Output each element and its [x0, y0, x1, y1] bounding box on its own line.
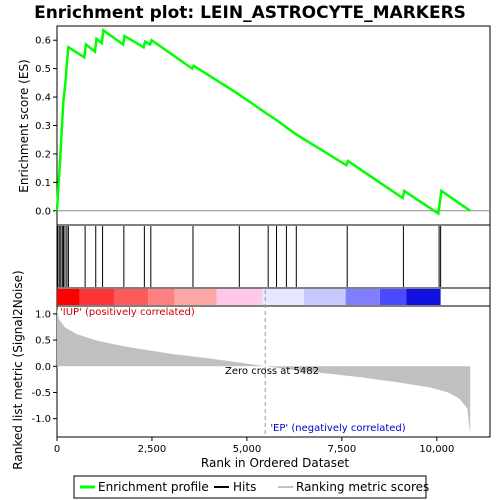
metric-y-tick-label: 0.0	[35, 362, 51, 373]
chart-title: Enrichment plot: LEIN_ASTROCYTE_MARKERS	[34, 3, 466, 23]
x-tick-label: 7,500	[328, 444, 357, 455]
x-tick-label: 5,000	[233, 444, 262, 455]
colorbar-segment	[406, 289, 441, 305]
colorbar-segment	[379, 289, 407, 305]
x-tick-label: 10,000	[419, 444, 454, 455]
legend-box	[73, 475, 427, 499]
es-y-axis-label: Enrichment score (ES)	[17, 59, 31, 192]
metric-y-tick-label: 0.5	[35, 336, 51, 347]
x-axis-label: Rank in Ordered Dataset	[201, 456, 349, 470]
ranking-metric-area	[57, 308, 471, 435]
legend-enrichment-label: Enrichment profile	[98, 480, 209, 494]
colorbar-segment	[79, 289, 114, 305]
enrichment-profile-line	[55, 28, 471, 216]
positive-correlation-label: 'IUP' (positively correlated)	[60, 307, 195, 318]
es-y-tick-label: 0.5	[35, 64, 51, 75]
legend-hits-label: Hits	[233, 480, 256, 494]
colorbar-segment	[345, 289, 380, 305]
hits-panel-frame	[56, 224, 491, 289]
es-y-tick-label: 0.2	[35, 149, 51, 160]
legend-metric-label: Ranking metric scores	[296, 480, 429, 494]
colorbar-segment	[216, 289, 263, 305]
hits-markers	[57, 226, 442, 287]
es-y-axis: 0.0 0.1 0.2 0.3 0.4 0.5 0.6	[35, 36, 57, 217]
metric-y-tick-label: -0.5	[31, 388, 51, 399]
es-y-tick-label: 0.1	[35, 178, 51, 189]
colorbar-segment	[113, 289, 149, 305]
x-tick-label: 2,500	[138, 444, 167, 455]
colorbar-segment	[262, 289, 304, 305]
rank-colorbar	[57, 289, 441, 305]
x-axis: 0 2,500 5,000 7,500 10,000	[54, 437, 454, 455]
es-y-tick-label: 0.0	[35, 206, 51, 217]
colorbar-segment	[57, 289, 80, 305]
negative-correlation-label: 'EP' (negatively correlated)	[270, 423, 405, 434]
es-y-tick-label: 0.6	[35, 36, 51, 47]
es-panel-frame	[56, 25, 491, 226]
metric-y-axis-label: Ranked list metric (Signal2Noise)	[11, 270, 25, 469]
zero-cross-label: Zero cross at 5482	[225, 366, 319, 377]
es-y-tick-label: 0.3	[35, 121, 51, 132]
colorbar-segment	[174, 289, 217, 305]
metric-y-tick-label: -1.0	[31, 414, 51, 425]
metric-y-axis: 1.0 0.5 0.0 -0.5 -1.0	[31, 309, 57, 425]
colorbar-segment	[303, 289, 346, 305]
es-y-tick-label: 0.4	[35, 93, 51, 104]
x-tick-label: 0	[54, 444, 60, 455]
colorbar-segment	[148, 289, 175, 305]
metric-y-tick-label: 1.0	[35, 309, 51, 320]
